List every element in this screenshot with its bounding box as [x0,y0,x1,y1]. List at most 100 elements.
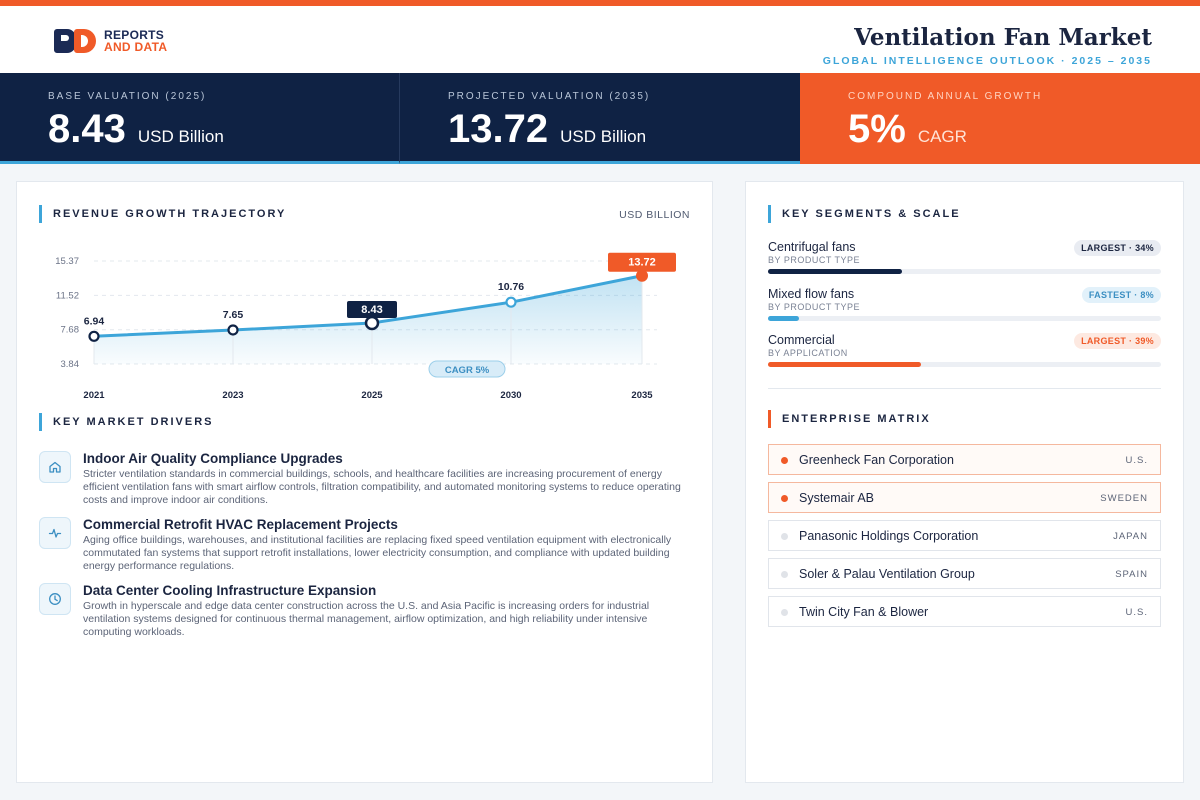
x-tick-label: 2023 [222,390,243,401]
driver-item: Indoor Air Quality Compliance Upgrades S… [39,451,689,511]
data-label: 6.94 [84,315,105,327]
logo-text: REPORTS AND DATA [104,29,167,53]
segment-share-track [768,362,1161,367]
segment-category: BY PRODUCT TYPE [768,255,861,265]
dot-icon [781,533,788,540]
right-panel: KEY SEGMENTS & SCALE Centrifugal fans BY… [745,181,1184,783]
highlight-dot-icon [781,457,788,464]
kpi-unit: USD Billion [560,127,647,146]
driver-title: Data Center Cooling Infrastructure Expan… [83,583,377,598]
data-point-highlight [636,269,648,282]
drivers-section-title: KEY MARKET DRIVERS [39,413,213,431]
driver-item: Data Center Cooling Infrastructure Expan… [39,583,689,643]
brand-logo[interactable]: REPORTS AND DATA [54,28,167,54]
driver-description: Aging office buildings, warehouses, and … [83,534,672,572]
page-subtitle: GLOBAL INTELLIGENCE OUTLOOK · 2025 – 203… [822,55,1152,67]
data-label-badge [608,252,676,272]
kpi-value: 13.72 [448,107,549,151]
kpi-cagr: COMPOUND ANNUAL GROWTH 5% CAGR [800,73,1200,164]
segments-section-title: KEY SEGMENTS & SCALE [768,205,961,223]
segment-category: BY PRODUCT TYPE [768,302,861,312]
kpi-value: 5% [848,107,906,151]
revenue-section-title: REVENUE GROWTH TRAJECTORY [39,205,286,223]
logo-mark-icon [54,29,98,53]
kpi-base-valuation: BASE VALUATION (2025) 8.43 USD Billion [0,73,400,164]
driver-item: Commercial Retrofit HVAC Replacement Pro… [39,517,689,577]
home-icon [39,451,71,483]
y-tick-label: 7.68 [61,325,80,336]
left-panel: REVENUE GROWTH TRAJECTORY USD BILLION 15… [16,181,713,783]
enterprise-country: SPAIN [1115,569,1148,580]
page-header: REPORTS AND DATA Ventilation Fan Market … [0,6,1200,73]
page-title: Ventilation Fan Market [854,24,1152,51]
data-point [505,296,517,308]
chart-x-ticks: 2021 2023 2025 2030 2035 [83,390,653,401]
enterprise-name: Soler & Palau Ventilation Group [799,567,975,581]
chart-unit-label: USD BILLION [619,209,690,221]
segment-badge: FASTEST · 8% [1081,287,1161,303]
segment-share-track [768,316,1161,321]
enterprise-name: Twin City Fan & Blower [799,605,929,619]
segment-name: Centrifugal fans [768,240,856,254]
section-accent [768,205,771,223]
top-accent-bar [0,0,1200,6]
enterprise-country: U.S. [1125,455,1148,466]
dot-icon [781,609,788,616]
logo-line-1: REPORTS [104,28,165,42]
enterprise-title-text: ENTERPRISE MATRIX [782,413,931,425]
driver-description: Stricter ventilation standards in commer… [83,468,681,506]
section-accent [768,410,771,428]
chart-points [88,269,648,342]
segment-share-fill [768,269,902,274]
enterprise-row-twin-city[interactable]: Twin City Fan & Blower U.S. [768,596,1161,627]
section-accent [39,413,42,431]
segment-share-track [768,269,1161,274]
chart-y-ticks: 15.37 11.52 7.68 3.84 [55,256,79,370]
y-tick-label: 3.84 [61,359,80,370]
segment-category: BY APPLICATION [768,348,848,358]
cagr-pill: CAGR 5% [428,360,506,378]
segment-name: Mixed flow fans [768,287,855,301]
section-accent [39,205,42,223]
enterprise-row-systemair[interactable]: Systemair AB SWEDEN [768,482,1161,513]
data-label: 13.72 [628,257,656,269]
segment-commercial: Commercial BY APPLICATION LARGEST · 39% [768,333,1161,369]
kpi-label: PROJECTED VALUATION (2035) [448,91,651,102]
enterprise-name: Greenheck Fan Corporation [799,453,954,467]
kpi-label: COMPOUND ANNUAL GROWTH [848,91,1043,102]
logo-line-2: AND DATA [104,40,168,54]
segment-share-fill [768,316,800,321]
drivers-title-text: KEY MARKET DRIVERS [53,416,214,428]
segment-badge: LARGEST · 39% [1074,333,1161,349]
data-label: 10.76 [498,281,524,293]
kpi-projected-valuation: PROJECTED VALUATION (2035) 13.72 USD Bil… [400,73,800,164]
data-label-badge [347,300,397,318]
driver-title: Indoor Air Quality Compliance Upgrades [83,451,343,466]
enterprise-row-soler-palau[interactable]: Soler & Palau Ventilation Group SPAIN [768,558,1161,589]
data-label: 7.65 [223,309,244,321]
x-tick-label: 2035 [631,390,653,401]
x-tick-label: 2030 [500,390,521,401]
enterprise-name: Panasonic Holdings Corporation [799,529,979,543]
kpi-value: 8.43 [48,107,126,151]
dot-icon [781,571,788,578]
chart-data-labels: 6.94 7.65 8.43 10.76 13.72 [84,252,676,327]
kpi-label: BASE VALUATION (2025) [48,91,207,102]
segment-share-fill [768,362,922,367]
enterprise-country: U.S. [1125,607,1148,618]
segment-mixed-flow-fans: Mixed flow fans BY PRODUCT TYPE FASTEST … [768,287,1161,323]
enterprise-row-panasonic[interactable]: Panasonic Holdings Corporation JAPAN [768,520,1161,551]
driver-description: Growth in hyperscale and edge data cente… [83,600,650,638]
kpi-unit: CAGR [917,127,967,146]
enterprise-section-title: ENTERPRISE MATRIX [768,410,931,428]
clock-icon [39,583,71,615]
segment-centrifugal-fans: Centrifugal fans BY PRODUCT TYPE LARGEST… [768,240,1161,276]
enterprise-country: SWEDEN [1100,493,1148,504]
data-point [227,324,239,336]
revenue-title-text: REVENUE GROWTH TRAJECTORY [53,208,287,220]
enterprise-row-greenheck[interactable]: Greenheck Fan Corporation U.S. [768,444,1161,475]
segments-title-text: KEY SEGMENTS & SCALE [782,208,961,220]
kpi-unit: USD Billion [137,127,224,146]
y-tick-label: 15.37 [55,256,79,267]
